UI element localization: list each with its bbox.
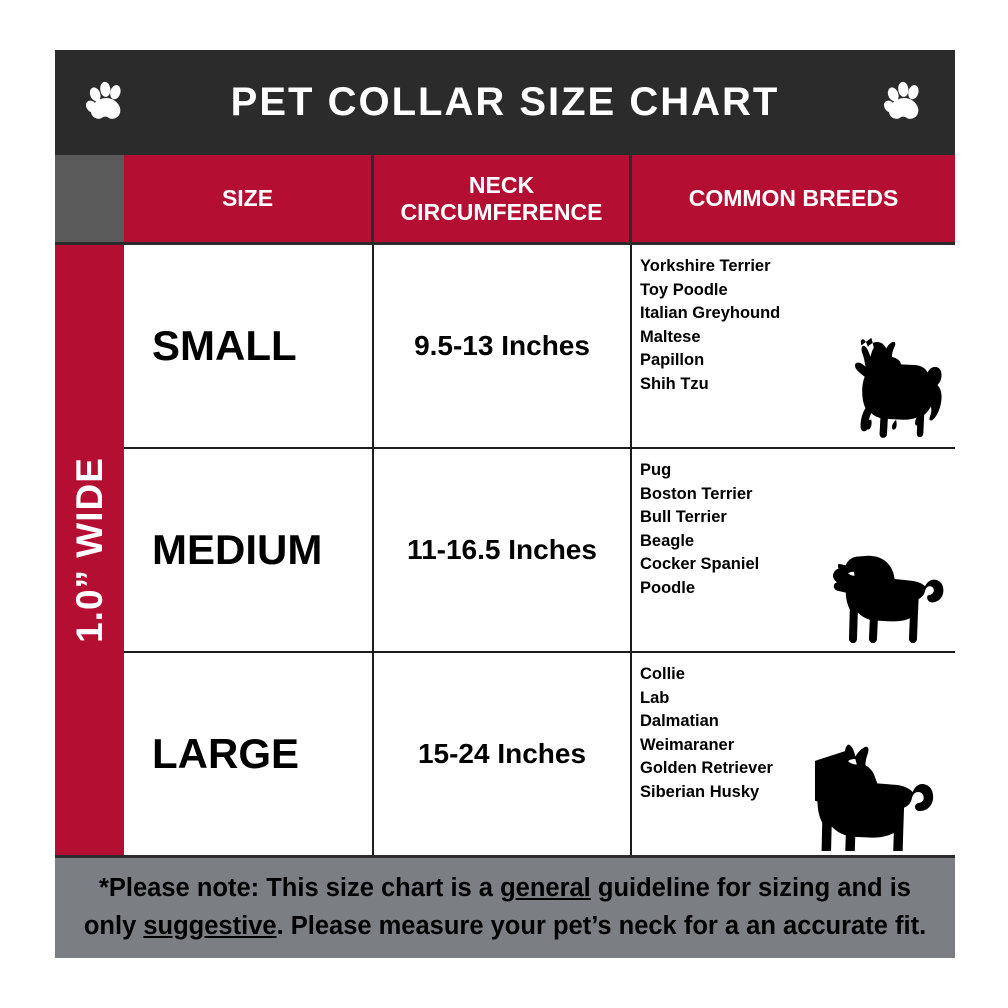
neck-circumference-cell: 11-16.5 Inches [374,449,632,651]
table-body: SMALL 9.5-13 Inches Yorkshire Terrier To… [124,245,955,855]
size-cell: LARGE [124,653,374,855]
footer-note-line2-part2: . Please measure your pet’s neck for a a… [276,912,927,940]
footer-note-emphasis-suggestive: suggestive [143,912,277,940]
breed-item: Lab [640,688,670,707]
large-dog-silhouette-icon [815,733,949,851]
footer-note-line1-part1: *Please note: This size chart is a [98,874,501,903]
common-breeds-cell: Collie Lab Dalmatian Weimaraner Golden R… [632,653,955,855]
pet-collar-size-chart: PET COLLAR SIZE CHART 1.0” WIDE SIZE NEC… [55,50,955,958]
size-label: MEDIUM [152,526,323,573]
breed-item: Pug [640,461,672,479]
breed-item: Italian Greyhound [640,304,781,323]
footer-note-emphasis-general: general [500,874,591,903]
table-corner-block [55,155,124,245]
page-title: PET COLLAR SIZE CHART [230,80,780,124]
size-cell: MEDIUM [124,449,374,651]
size-cell: SMALL [124,245,374,447]
neck-circumference-cell: 9.5-13 Inches [374,245,632,447]
footer-note-line1-part2: guideline for sizing and is [590,874,911,903]
breed-item: Poodle [640,578,696,597]
table-row: SMALL 9.5-13 Inches Yorkshire Terrier To… [124,245,955,449]
breed-item: Weimaraner [640,735,735,754]
breed-list: Pug Boston Terrier Bull Terrier Beagle C… [640,459,759,601]
footer-note-line2-part1: only [83,912,144,940]
small-dog-silhouette-icon [825,327,949,443]
collar-width-label: 1.0” WIDE [68,457,110,643]
breed-item: Golden Retriever [640,759,773,778]
common-breeds-cell: Pug Boston Terrier Bull Terrier Beagle C… [632,449,955,651]
breed-item: Collie [640,665,685,683]
breed-item: Yorkshire Terrier [640,257,771,275]
breed-item: Papillon [640,351,705,370]
breed-list: Yorkshire Terrier Toy Poodle Italian Gre… [640,255,780,397]
breed-item: Siberian Husky [640,782,760,801]
collar-width-banner: 1.0” WIDE [55,245,124,855]
paw-print-icon [83,80,129,126]
table-header-row: SIZE NECK CIRCUMFERENCE COMMON BREEDS [124,155,955,245]
medium-dog-silhouette-icon [821,543,949,647]
table-row: MEDIUM 11-16.5 Inches Pug Boston Terrier… [124,449,955,653]
breed-item: Maltese [640,327,701,346]
size-table: 1.0” WIDE SIZE NECK CIRCUMFERENCE COMMON… [55,155,955,855]
breed-item: Bull Terrier [640,508,727,527]
size-label: SMALL [152,322,297,369]
column-header-common-breeds: COMMON BREEDS [632,155,955,242]
paw-print-icon [881,80,927,126]
column-header-neck-line1: NECK [468,172,535,199]
neck-circumference-value: 11-16.5 Inches [407,534,597,565]
breed-item: Shih Tzu [640,374,709,393]
column-header-neck-circumference: NECK CIRCUMFERENCE [374,155,632,242]
column-header-neck-line2: CIRCUMFERENCE [400,198,603,225]
size-label: LARGE [152,730,299,777]
neck-circumference-value: 15-24 Inches [417,738,587,769]
common-breeds-cell: Yorkshire Terrier Toy Poodle Italian Gre… [632,245,955,447]
footer-note: *Please note: This size chart is a gener… [84,870,926,945]
breed-item: Dalmatian [640,712,719,731]
neck-circumference-cell: 15-24 Inches [374,653,632,855]
breed-item: Cocker Spaniel [640,555,760,574]
breed-list: Collie Lab Dalmatian Weimaraner Golden R… [640,663,773,805]
column-header-size: SIZE [124,155,374,242]
neck-circumference-value: 9.5-13 Inches [414,330,590,361]
chart-title-bar: PET COLLAR SIZE CHART [55,50,955,155]
footer-note-bar: *Please note: This size chart is a gener… [55,855,955,958]
table-row: LARGE 15-24 Inches Collie Lab Dalmatian … [124,653,955,855]
breed-item: Beagle [640,531,695,550]
breed-item: Boston Terrier [640,484,753,503]
breed-item: Toy Poodle [640,280,728,299]
